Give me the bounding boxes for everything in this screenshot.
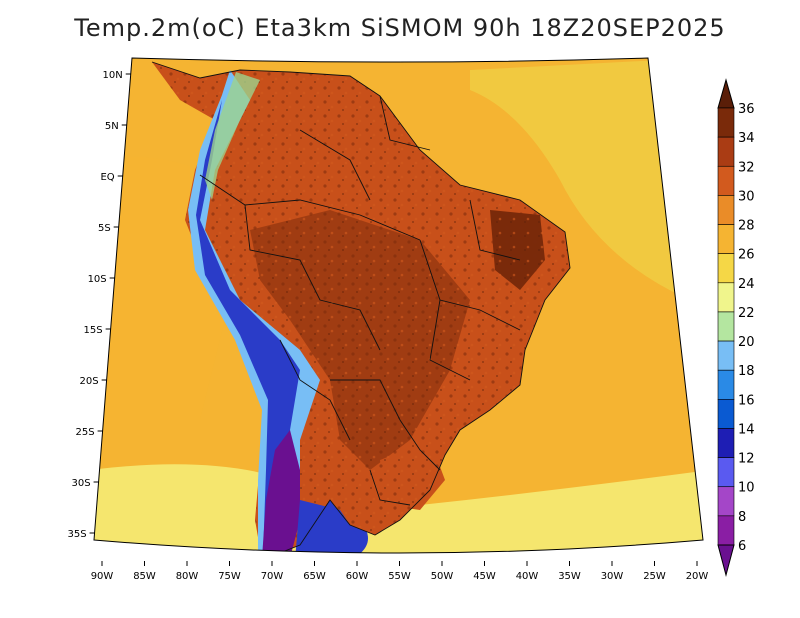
lon-tick-label: 60W <box>346 571 369 582</box>
lon-tick-label: 20W <box>686 571 709 582</box>
colorbar-swatch <box>717 340 735 371</box>
lat-tick-label: 20S <box>80 376 99 387</box>
andes-cold-band <box>196 100 300 553</box>
southern-cold-region <box>295 500 360 553</box>
colorbar-swatch <box>717 457 735 488</box>
southern-ocean-field <box>94 464 703 553</box>
colorbar-level-label: 30 <box>738 189 755 204</box>
lon-tick-label: 35W <box>558 571 581 582</box>
lat-tick-label: 5S <box>98 223 111 234</box>
colorbar-swatch <box>717 282 735 313</box>
lon-tick-label: 55W <box>388 571 411 582</box>
lon-tick-label: 65W <box>303 571 326 582</box>
colorbar-swatch <box>717 195 735 225</box>
colorbar-swatch <box>717 165 735 196</box>
lat-tick-label: 10N <box>103 70 123 81</box>
lat-tick-label: 10S <box>88 274 107 285</box>
lon-tick-label: 40W <box>516 571 539 582</box>
lat-tick-label: 30S <box>71 478 90 489</box>
colorbar-level-label: 28 <box>738 219 755 234</box>
lon-tick-label: 75W <box>218 571 241 582</box>
lat-tick-label: EQ <box>100 172 114 183</box>
colorbar-level-label: 12 <box>738 452 755 467</box>
longitude-ticks: 90W 85W 80W 75W 70W 65W 60W 55W 50W 45W 40W 35W 30W 2… <box>91 561 709 582</box>
colorbar-level-label: 24 <box>738 277 755 292</box>
colorbar-level-label: 10 <box>738 481 755 496</box>
colorbar-level-label: 8 <box>738 510 746 525</box>
patagonia-coldest-region <box>262 430 300 553</box>
colorbar-level-label: 32 <box>738 160 755 175</box>
lat-tick-label: 5N <box>105 121 119 132</box>
lon-tick-label: 90W <box>91 571 114 582</box>
lon-tick-label: 50W <box>431 571 454 582</box>
colorbar-level-label: 22 <box>738 306 755 321</box>
latitude-ticks: 10N 5N EQ 5S 10S 15S 20S 25S 30S 35S <box>67 70 131 540</box>
colorbar-level-label: 20 <box>738 335 755 350</box>
lon-tick-label: 30W <box>601 571 624 582</box>
colorbar-swatch <box>717 311 735 342</box>
colorbar-bottom-arrow <box>717 544 735 577</box>
lat-tick-label: 15S <box>84 325 103 336</box>
colorbar-level-label: 26 <box>738 248 755 263</box>
colorbar: 6 8 10 12 14 16 18 20 22 24 26 28 30 32 34 36 <box>717 78 755 577</box>
colorbar-level-label: 34 <box>738 131 755 146</box>
colorbar-level-label: 6 <box>738 539 746 554</box>
lat-tick-label: 25S <box>76 427 95 438</box>
lon-tick-label: 85W <box>133 571 156 582</box>
colorbar-swatch <box>717 253 735 284</box>
colorbar-top-arrow <box>717 78 735 109</box>
colorbar-swatch <box>717 428 735 458</box>
colorbar-level-label: 14 <box>738 422 755 437</box>
lat-tick-label: 35S <box>67 529 86 540</box>
lon-tick-label: 25W <box>643 571 666 582</box>
colorbar-swatch <box>717 486 735 517</box>
colorbar-swatch <box>717 107 735 138</box>
map-title: Temp.2m(oC) Eta3km SiSMOM 90h 18Z20SEP20… <box>74 14 726 42</box>
atlantic-ocean-field <box>470 60 690 300</box>
colorbar-swatch <box>717 369 735 400</box>
colorbar-level-label: 18 <box>738 364 755 379</box>
lon-tick-label: 45W <box>473 571 496 582</box>
colorbar-level-label: 16 <box>738 393 755 408</box>
colorbar-swatch <box>717 224 735 254</box>
andes-green-strip <box>205 72 260 200</box>
lon-tick-label: 80W <box>176 571 199 582</box>
map-frame <box>93 57 704 554</box>
lon-tick-label: 70W <box>261 571 284 582</box>
colorbar-swatch <box>717 399 735 429</box>
country-borders <box>151 61 571 553</box>
colorbar-swatch <box>717 515 735 546</box>
colorbar-level-label: 36 <box>738 102 755 117</box>
colorbar-swatch <box>717 136 735 167</box>
